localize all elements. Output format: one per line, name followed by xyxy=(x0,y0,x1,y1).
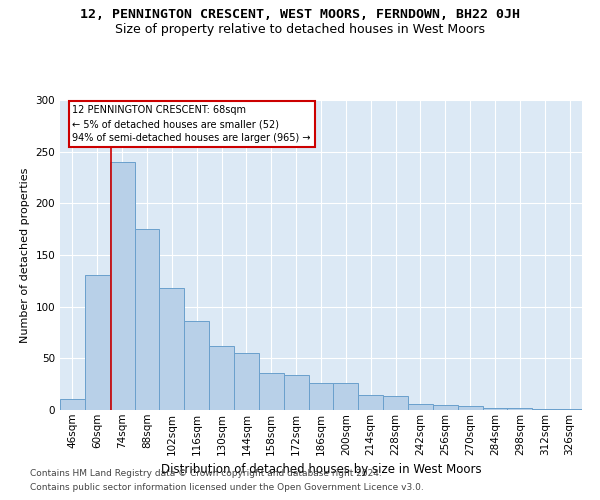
Bar xyxy=(532,409,557,410)
Text: Contains public sector information licensed under the Open Government Licence v3: Contains public sector information licen… xyxy=(30,484,424,492)
X-axis label: Distribution of detached houses by size in West Moors: Distribution of detached houses by size … xyxy=(161,463,481,476)
Bar xyxy=(408,404,433,410)
Bar xyxy=(209,346,234,410)
Bar xyxy=(458,406,482,410)
Bar xyxy=(85,274,110,410)
Bar xyxy=(557,409,582,410)
Bar xyxy=(433,405,458,410)
Bar xyxy=(334,383,358,410)
Bar xyxy=(60,398,85,410)
Bar xyxy=(234,353,259,410)
Bar xyxy=(383,396,408,410)
Bar xyxy=(308,383,334,410)
Text: Size of property relative to detached houses in West Moors: Size of property relative to detached ho… xyxy=(115,22,485,36)
Text: 12, PENNINGTON CRESCENT, WEST MOORS, FERNDOWN, BH22 0JH: 12, PENNINGTON CRESCENT, WEST MOORS, FER… xyxy=(80,8,520,20)
Text: Contains HM Land Registry data © Crown copyright and database right 2024.: Contains HM Land Registry data © Crown c… xyxy=(30,468,382,477)
Bar xyxy=(284,375,308,410)
Bar xyxy=(508,408,532,410)
Bar xyxy=(160,288,184,410)
Y-axis label: Number of detached properties: Number of detached properties xyxy=(20,168,30,342)
Bar xyxy=(110,162,134,410)
Bar xyxy=(358,394,383,410)
Bar xyxy=(184,321,209,410)
Bar xyxy=(482,408,508,410)
Bar xyxy=(259,373,284,410)
Text: 12 PENNINGTON CRESCENT: 68sqm
← 5% of detached houses are smaller (52)
94% of se: 12 PENNINGTON CRESCENT: 68sqm ← 5% of de… xyxy=(73,105,311,143)
Bar xyxy=(134,229,160,410)
